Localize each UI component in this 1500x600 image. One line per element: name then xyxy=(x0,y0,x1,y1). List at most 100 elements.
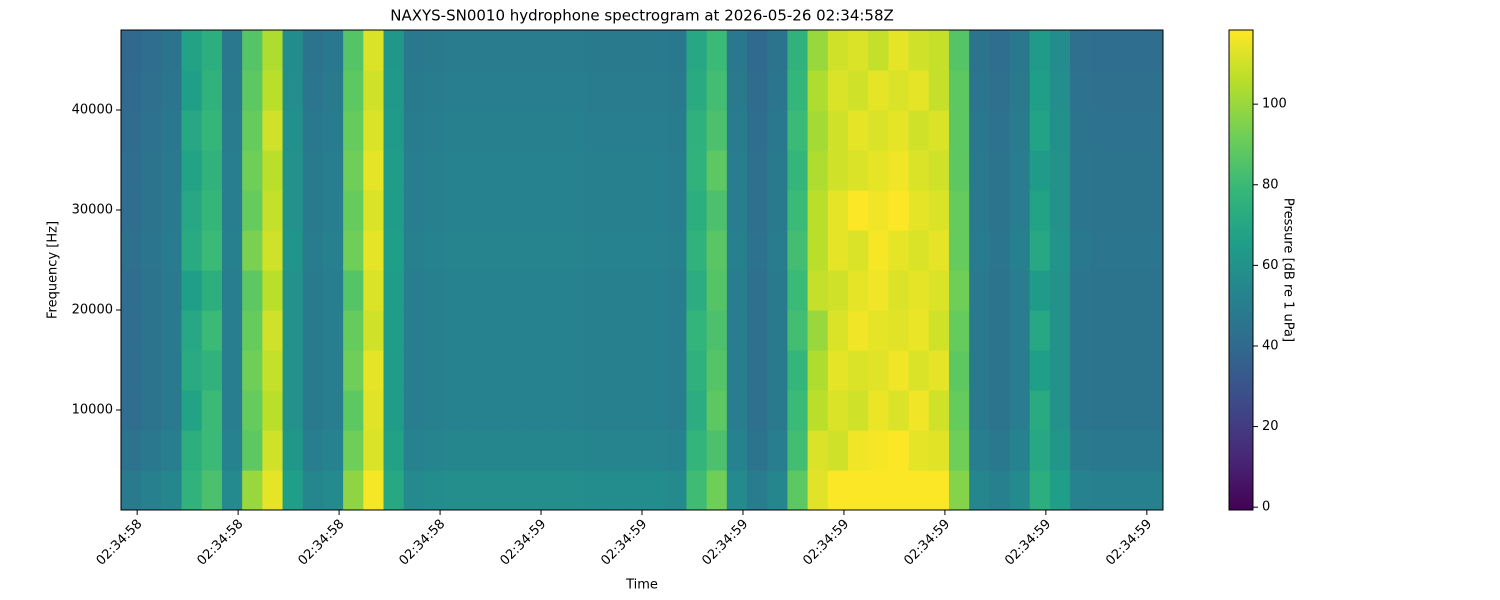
cell xyxy=(767,70,788,111)
cell xyxy=(1150,190,1163,231)
cell xyxy=(262,190,284,231)
cell xyxy=(565,390,587,431)
cell xyxy=(787,110,809,151)
cell xyxy=(908,190,930,231)
cell xyxy=(908,30,930,71)
cell xyxy=(686,190,708,231)
cell xyxy=(302,30,324,71)
cell xyxy=(1150,30,1163,71)
cell xyxy=(948,30,970,71)
cell xyxy=(726,430,748,471)
cell xyxy=(868,70,889,111)
cell xyxy=(706,350,728,391)
cell xyxy=(787,30,809,71)
cell xyxy=(302,310,324,351)
cell xyxy=(807,470,829,510)
cell xyxy=(1110,430,1132,471)
cell xyxy=(706,430,728,471)
cell xyxy=(383,430,405,471)
cell xyxy=(141,110,162,151)
cell xyxy=(1009,70,1031,111)
cell xyxy=(928,390,950,431)
cell xyxy=(888,350,910,391)
cell xyxy=(545,470,566,510)
cell xyxy=(181,230,203,271)
cell xyxy=(161,30,183,71)
cell xyxy=(989,430,1011,471)
cell xyxy=(524,30,546,71)
cell xyxy=(545,230,566,271)
cell xyxy=(403,350,425,391)
cell xyxy=(242,110,263,151)
cell xyxy=(363,270,385,311)
cell xyxy=(383,270,405,311)
cell xyxy=(767,230,788,271)
cell xyxy=(484,190,506,231)
cell xyxy=(747,150,768,191)
cell xyxy=(827,190,849,231)
cell xyxy=(827,70,849,111)
cell xyxy=(444,390,465,431)
cell xyxy=(706,70,728,111)
cell xyxy=(322,190,344,231)
cell xyxy=(807,270,829,311)
cell xyxy=(948,470,970,510)
cell xyxy=(868,310,889,351)
cell xyxy=(161,150,183,191)
cell xyxy=(787,270,809,311)
cell xyxy=(322,30,344,71)
cell xyxy=(646,470,667,510)
cell xyxy=(807,430,829,471)
cell xyxy=(767,110,788,151)
x-tick-label: 02:34:59 xyxy=(800,517,852,569)
cell xyxy=(1150,350,1163,391)
cell xyxy=(282,110,304,151)
cell xyxy=(504,390,526,431)
cell xyxy=(1090,350,1112,391)
cell xyxy=(141,230,162,271)
cell xyxy=(262,270,284,311)
cell xyxy=(302,230,324,271)
cell xyxy=(464,270,486,311)
cell xyxy=(888,190,910,231)
cell xyxy=(747,430,768,471)
cell xyxy=(383,30,405,71)
cell xyxy=(787,430,809,471)
cell xyxy=(403,470,425,510)
cell xyxy=(262,110,284,151)
cell xyxy=(807,70,829,111)
cell xyxy=(948,70,970,111)
cell xyxy=(363,190,385,231)
cell xyxy=(1049,430,1071,471)
cell xyxy=(767,30,788,71)
cell xyxy=(1150,150,1163,191)
cell xyxy=(767,310,788,351)
cell xyxy=(302,110,324,151)
cell xyxy=(221,350,243,391)
cell xyxy=(181,110,203,151)
cell xyxy=(605,70,627,111)
cell xyxy=(524,190,546,231)
cell xyxy=(464,190,486,231)
cell xyxy=(403,110,425,151)
cell xyxy=(928,150,950,191)
cell xyxy=(504,270,526,311)
cell xyxy=(847,30,869,71)
cell xyxy=(666,430,688,471)
cell xyxy=(444,470,465,510)
cell xyxy=(726,350,748,391)
cell xyxy=(1090,30,1112,71)
cell xyxy=(868,430,889,471)
cell xyxy=(121,70,142,111)
cell xyxy=(868,230,889,271)
cell xyxy=(524,310,546,351)
cell xyxy=(262,30,284,71)
cell xyxy=(1009,390,1031,431)
cell xyxy=(383,190,405,231)
cell xyxy=(1150,470,1163,510)
cell xyxy=(504,30,526,71)
cell xyxy=(282,230,304,271)
cell xyxy=(504,70,526,111)
cell xyxy=(1070,30,1091,71)
x-tick-label: 02:34:58 xyxy=(396,517,448,569)
